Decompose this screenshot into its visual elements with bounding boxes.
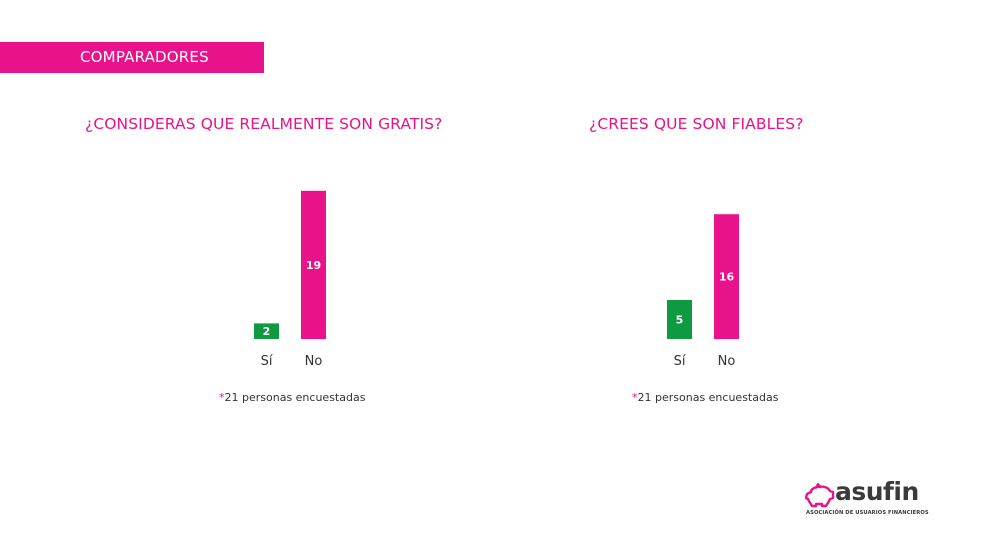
footnote-star: *	[632, 391, 638, 404]
logo-tagline: ASOCIACIÓN DE USUARIOS FINANCIEROS	[806, 510, 929, 516]
section-label: COMPARADORES	[80, 48, 209, 66]
footnote-star: *	[219, 391, 225, 404]
data-label-no: 19	[306, 259, 321, 272]
category-label-no: No	[718, 354, 736, 369]
footnote-text: 21 personas encuestadas	[637, 391, 779, 404]
logo-brand: asufin	[835, 477, 919, 506]
footnote-fiables: *21 personas encuestadas	[632, 391, 778, 404]
chart-gratis: 2 Sí 19 No	[254, 190, 326, 369]
bar-no	[301, 190, 326, 339]
footnote-gratis: *21 personas encuestadas	[219, 391, 365, 404]
piggy-bank-icon	[805, 483, 835, 508]
category-label-no: No	[305, 354, 323, 369]
asufin-logo: asufin ASOCIACIÓN DE USUARIOS FINANCIERO…	[805, 477, 929, 522]
data-label-si: 2	[263, 325, 271, 338]
chart-title-gratis: ¿CONSIDERAS QUE REALMENTE SON GRATIS?	[85, 115, 443, 133]
footnote-text: 21 personas encuestadas	[224, 391, 366, 404]
section-banner: COMPARADORES	[0, 42, 264, 73]
data-label-si: 5	[676, 314, 684, 327]
category-label-si: Sí	[261, 354, 273, 369]
data-label-no: 16	[719, 271, 735, 284]
chart-fiables: 5 Sí 16 No	[667, 214, 739, 369]
category-label-si: Sí	[674, 354, 686, 369]
bar-si	[667, 300, 692, 339]
bar-si	[254, 323, 279, 339]
chart-title-fiables: ¿CREES QUE SON FIABLES?	[589, 115, 804, 133]
bar-no	[714, 214, 739, 339]
